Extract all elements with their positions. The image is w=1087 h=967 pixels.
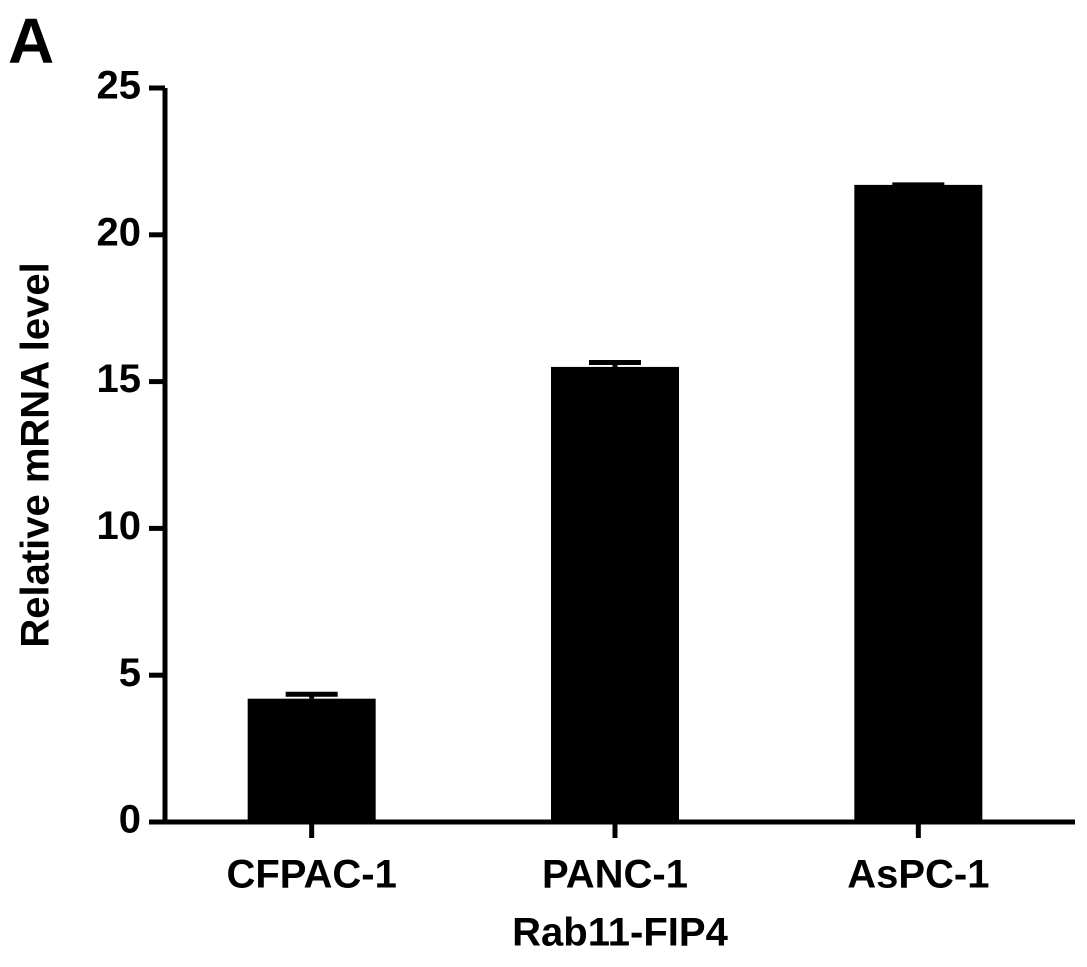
y-axis-label: Relative mRNA level	[14, 262, 58, 647]
y-tick-label: 15	[97, 357, 142, 401]
y-tick-label: 10	[97, 504, 142, 548]
bar	[854, 184, 983, 822]
error-bar	[589, 360, 641, 367]
y-tick-label: 5	[119, 651, 141, 695]
x-tick-label: PANC-1	[542, 853, 688, 897]
y-tick-label: 20	[97, 210, 142, 254]
panel-label: A	[8, 5, 54, 77]
x-axis-label: Rab11-FIP4	[512, 911, 728, 955]
y-tick-label: 0	[119, 798, 141, 842]
error-bar	[285, 691, 338, 699]
bar	[551, 366, 679, 822]
bar	[247, 698, 376, 822]
x-tick-label: AsPC-1	[847, 853, 989, 897]
y-tick-label: 25	[97, 64, 142, 108]
x-tick-label: CFPAC-1	[226, 853, 396, 897]
